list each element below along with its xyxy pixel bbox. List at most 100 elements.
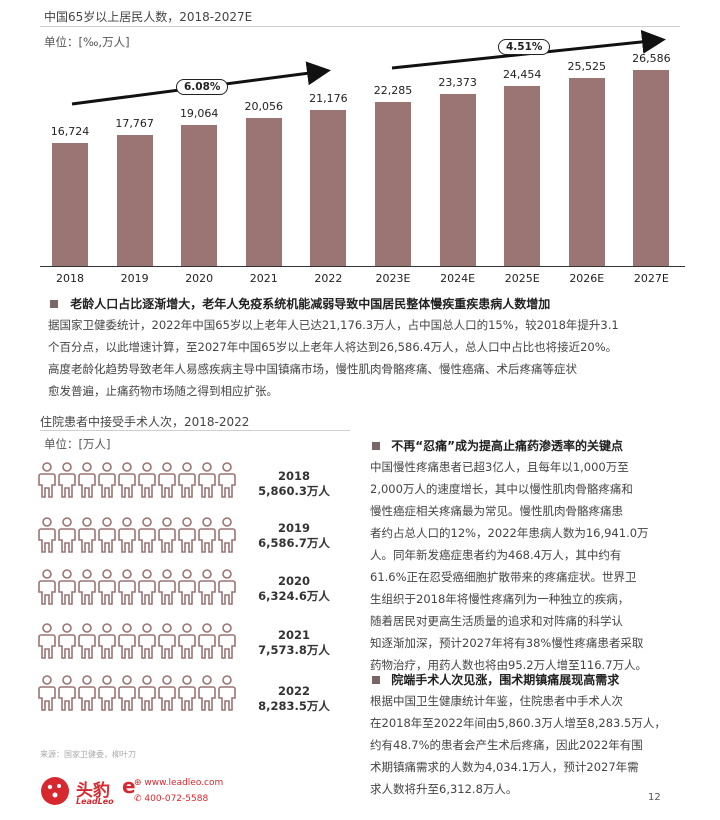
person-icon [118, 462, 136, 502]
surgery-year: 2019 [277, 521, 310, 535]
section2-line: 2,000万人的速度增长，其中以慢性肌肉骨骼疼痛和 [370, 482, 633, 496]
section2-line: 药物治疗，用药人数也将由95.2万人增至116.7万人。 [370, 658, 648, 672]
person-icon [158, 517, 176, 557]
person-icon [118, 569, 136, 609]
person-icon [58, 623, 76, 663]
surgery-label-2019: 2019 6,586.7万人 [250, 521, 338, 551]
surgery-unit: 单位：[万人] [44, 437, 111, 451]
x-tick-label: 2021 [249, 272, 278, 285]
person-icon [178, 675, 196, 715]
bar [568, 77, 605, 266]
person-icon [58, 569, 76, 609]
surgery-value: 6,586.7万人 [258, 536, 330, 550]
x-tick-label: 2022 [314, 272, 343, 285]
surgery-year: 2018 [277, 469, 310, 483]
person-icon [38, 675, 56, 715]
bar [52, 142, 88, 266]
person-icon [118, 517, 136, 557]
person-icon [178, 623, 196, 663]
person-icon [198, 569, 216, 609]
person-icon [198, 675, 216, 715]
bar [375, 101, 411, 266]
person-icon [38, 462, 56, 502]
person-icon [158, 569, 176, 609]
bar [439, 93, 476, 266]
person-icon [78, 675, 96, 715]
person-icon [98, 675, 116, 715]
bar-value-label: 21,176 [309, 91, 348, 105]
surgery-label-2021: 2021 7,573.8万人 [250, 628, 338, 658]
bar [310, 109, 347, 266]
surgery-title: 住院患者中接受手术人次，2018-2022 [40, 415, 250, 429]
person-icon [198, 517, 216, 557]
footer-website[interactable]: ⊕ www.leadleo.com [134, 778, 223, 788]
bar [181, 125, 218, 266]
surgery-label-2020: 2020 6,324.6万人 [250, 574, 338, 604]
section3-heading-text: 院端手术人次见涨，围术期镇痛展现高需求 [391, 673, 620, 687]
person-icon [78, 517, 96, 557]
bar [116, 135, 153, 266]
bar [245, 118, 282, 266]
e-logo-icon: e [122, 774, 136, 798]
bar-value-label: 20,056 [244, 100, 284, 114]
bar-value-label: 26,586 [632, 52, 671, 65]
bar-value-label: 17,767 [115, 117, 154, 131]
surgery-row-2022 [38, 675, 236, 715]
bar-value-label: 25,525 [567, 59, 607, 73]
person-icon [78, 569, 96, 609]
bullet-square-icon [372, 442, 380, 450]
person-icon [98, 569, 116, 609]
section2-heading-text: 不再“忍痛”成为提高止痛药渗透率的关键点 [391, 439, 623, 453]
section1-line: 高度老龄化趋势导致老年人易感疾病主导中国镇痛市场，慢性肌肉骨骼疼痛、慢性癌痛、术… [48, 362, 577, 376]
surgery-value: 8,283.5万人 [258, 699, 330, 713]
cagr-badge-right: 4.51% [498, 39, 551, 55]
section2-line: 中国慢性疼痛患者已超3亿人，且每年以1,000万至 [370, 460, 629, 474]
x-tick-label: 2023E [375, 272, 411, 285]
section3-line: 术期镇痛需求的人数为4,034.1万人，预计2027年需 [370, 760, 639, 774]
section1-line: 愈发普遍，止痛药物市场随之得到相应扩张。 [48, 384, 278, 398]
person-icon [198, 623, 216, 663]
person-icon [118, 675, 136, 715]
x-tick-label: 2024E [440, 272, 476, 285]
surgery-year: 2022 [277, 684, 310, 698]
section2-line: 知逐渐加深，预计2027年将有38%慢性疼痛患者采取 [370, 636, 644, 650]
person-icons [38, 569, 236, 609]
section2-paragraph: 中国慢性疼痛患者已超3亿人，且每年以1,000万至 2,000万人的速度增长，其… [370, 456, 690, 676]
person-icon [78, 623, 96, 663]
section1-line: 个百分点，以此增速计算，至2027年中国65岁以上老年人将达到26,586.4万… [48, 340, 618, 354]
person-icon [38, 569, 56, 609]
person-icon [38, 623, 56, 663]
surgery-year: 2020 [277, 574, 310, 588]
section2-line: 61.6%正在忍受癌细胞扩散带来的疼痛症状。世界卫 [370, 570, 637, 584]
page-number: 12 [648, 792, 661, 803]
section1-paragraph: 据国家卫健委统计，2022年中国65岁以上老年人已达21,176.3万人，占中国… [48, 314, 688, 402]
section2-heading: 不再“忍痛”成为提高止痛药渗透率的关键点 [372, 437, 623, 454]
person-icon [118, 623, 136, 663]
surgery-row-2020 [38, 569, 236, 609]
section3-line: 求人数将升至6,312.8万人。 [370, 782, 518, 796]
section3-paragraph: 根据中国卫生健康统计年鉴，住院患者中手术人次 在2018年至2022年间由5,8… [370, 690, 690, 800]
person-icon [158, 623, 176, 663]
bar-chart: 16,724 2018 17,767 2019 19,064 2020 20,056 2021… [40, 0, 690, 300]
bar [504, 85, 541, 266]
person-icon [58, 675, 76, 715]
section2-line: 生组织于2018年将慢性疼痛列为一种独立的疾病， [370, 592, 630, 606]
person-icon [158, 462, 176, 502]
section3-heading: 院端手术人次见涨，围术期镇痛展现高需求 [372, 671, 619, 688]
person-icon [158, 675, 176, 715]
bar-value-label: 23,373 [438, 75, 477, 89]
source-note: 来源：国家卫健委，柳叶刀 [40, 750, 136, 759]
bar [633, 70, 670, 266]
section3-line: 根据中国卫生健康统计年鉴，住院患者中手术人次 [370, 694, 623, 708]
section1-line: 据国家卫健委统计，2022年中国65岁以上老年人已达21,176.3万人，占中国… [48, 318, 619, 332]
person-icon [218, 675, 236, 715]
person-icons [38, 462, 236, 502]
person-icon [138, 675, 156, 715]
section2-line: 随着居民对更高生活质量的追求和对阵痛的科学认 [370, 614, 623, 628]
footer-phone: ✆ 400-072-5588 [134, 794, 208, 804]
surgery-year: 2021 [277, 628, 310, 642]
section3-line: 在2018年至2022年间由5,860.3万人增至8,283.5万人， [370, 716, 666, 730]
person-icon [198, 462, 216, 502]
person-icon [218, 462, 236, 502]
footer-logo: 头豹 LeadLeo e ⊕ www.leadleo.com ✆ 400-072… [38, 772, 338, 812]
